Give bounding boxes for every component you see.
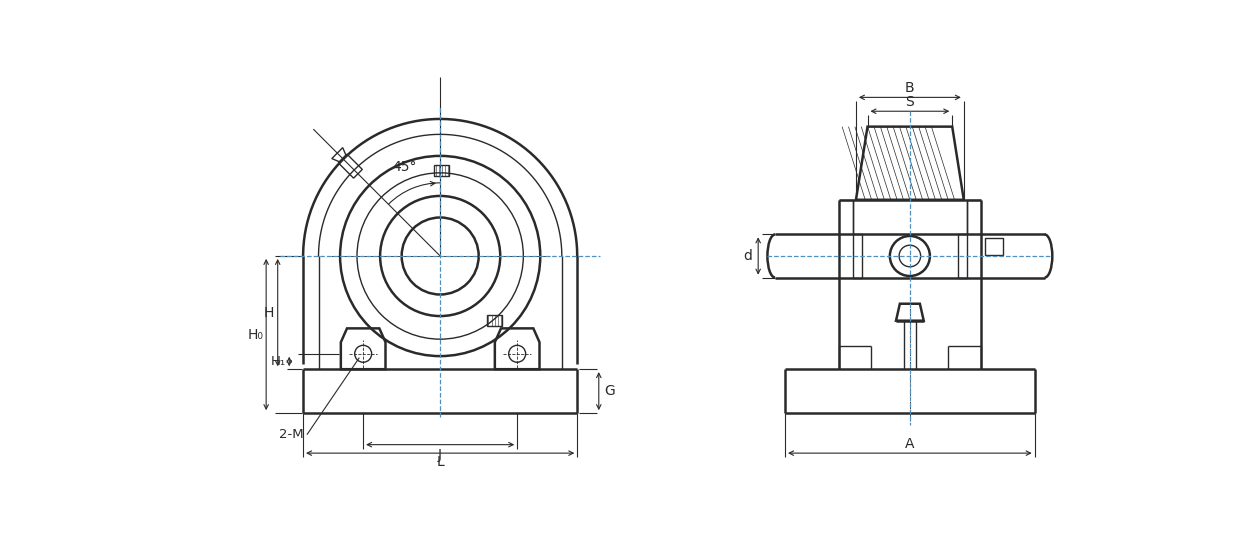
Text: G: G: [604, 384, 615, 398]
Text: H₁: H₁: [271, 355, 286, 368]
Bar: [434, 165, 449, 176]
Bar: [487, 315, 502, 326]
Text: J: J: [438, 448, 442, 462]
Text: 2-M: 2-M: [280, 428, 303, 441]
Text: 45°: 45°: [392, 160, 417, 174]
Text: H: H: [263, 306, 273, 320]
Text: d: d: [743, 249, 751, 263]
Text: A: A: [905, 437, 915, 451]
Text: B: B: [905, 81, 915, 95]
Text: H₀: H₀: [247, 327, 263, 341]
Text: S: S: [906, 95, 915, 109]
Text: L: L: [437, 455, 444, 469]
Bar: [985, 238, 1003, 255]
